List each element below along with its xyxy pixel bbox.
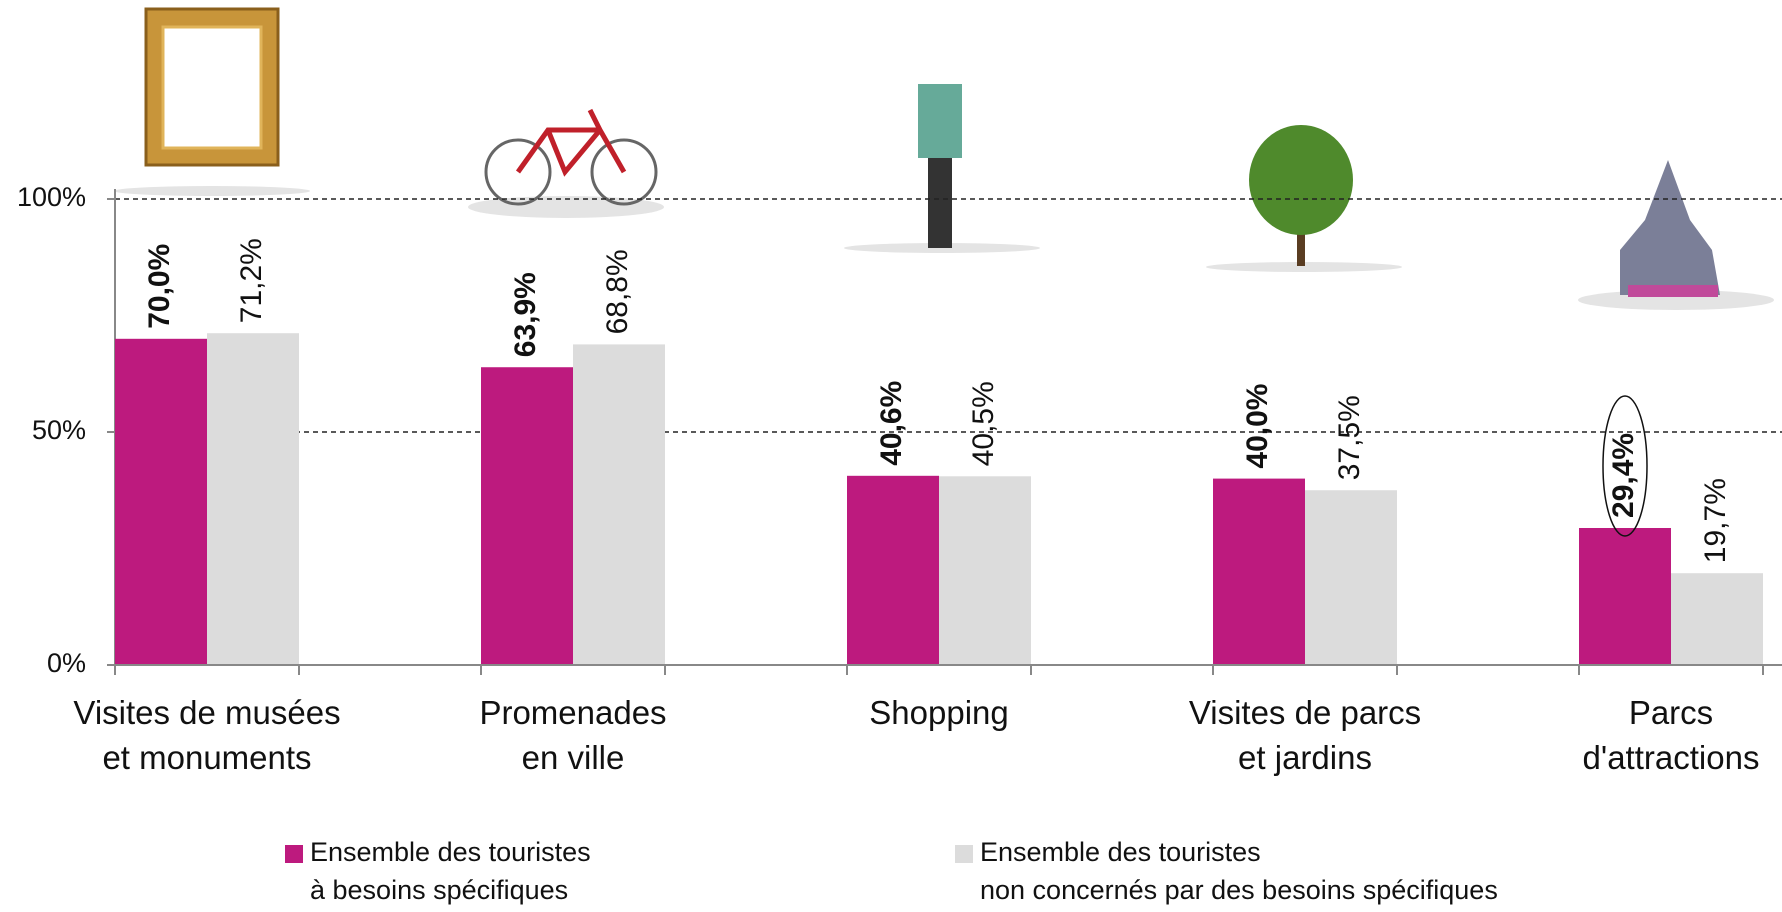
x-tick-label: Visites de parcs et jardins bbox=[1189, 690, 1421, 780]
bar bbox=[1305, 490, 1397, 665]
value-label: 71,2% bbox=[235, 238, 268, 323]
bar bbox=[939, 476, 1031, 665]
value-label: 37,5% bbox=[1333, 395, 1366, 480]
page: 0% 50% 100% 70,0% 71,2% 63,9% 68,8% 40,6% 40,5% 4… bbox=[0, 0, 1782, 912]
y-tick-label: 100% bbox=[17, 182, 86, 212]
legend-label: Ensemble des touristes à besoins spécifi… bbox=[310, 833, 591, 909]
y-tick-label: 0% bbox=[47, 648, 86, 678]
bar bbox=[1579, 528, 1671, 665]
value-label: 40,5% bbox=[967, 381, 1000, 466]
bar bbox=[847, 476, 939, 665]
value-label: 68,8% bbox=[601, 249, 634, 334]
value-label: 29,4% bbox=[1607, 433, 1640, 518]
bar bbox=[1213, 479, 1305, 665]
value-label: 63,9% bbox=[509, 272, 542, 357]
decor bbox=[114, 9, 1774, 310]
value-label: 70,0% bbox=[143, 244, 176, 329]
bar bbox=[115, 339, 207, 665]
bar bbox=[481, 367, 573, 665]
x-tick-label: Parcs d'attractions bbox=[1583, 690, 1760, 780]
y-tick-label: 50% bbox=[32, 415, 86, 445]
value-label: 40,0% bbox=[1241, 384, 1274, 469]
legend-swatch bbox=[955, 845, 973, 863]
bar bbox=[1671, 573, 1763, 665]
x-tick-label: Visites de musées et monuments bbox=[73, 690, 340, 780]
bar bbox=[207, 333, 299, 665]
legend-swatch bbox=[285, 845, 303, 863]
value-label: 19,7% bbox=[1699, 478, 1732, 563]
x-tick-label: Promenades en ville bbox=[479, 690, 666, 780]
x-tick-label: Shopping bbox=[869, 690, 1008, 735]
value-label: 40,6% bbox=[875, 381, 908, 466]
legend-label: Ensemble des touristes non concernés par… bbox=[980, 833, 1498, 909]
bar bbox=[573, 344, 665, 665]
